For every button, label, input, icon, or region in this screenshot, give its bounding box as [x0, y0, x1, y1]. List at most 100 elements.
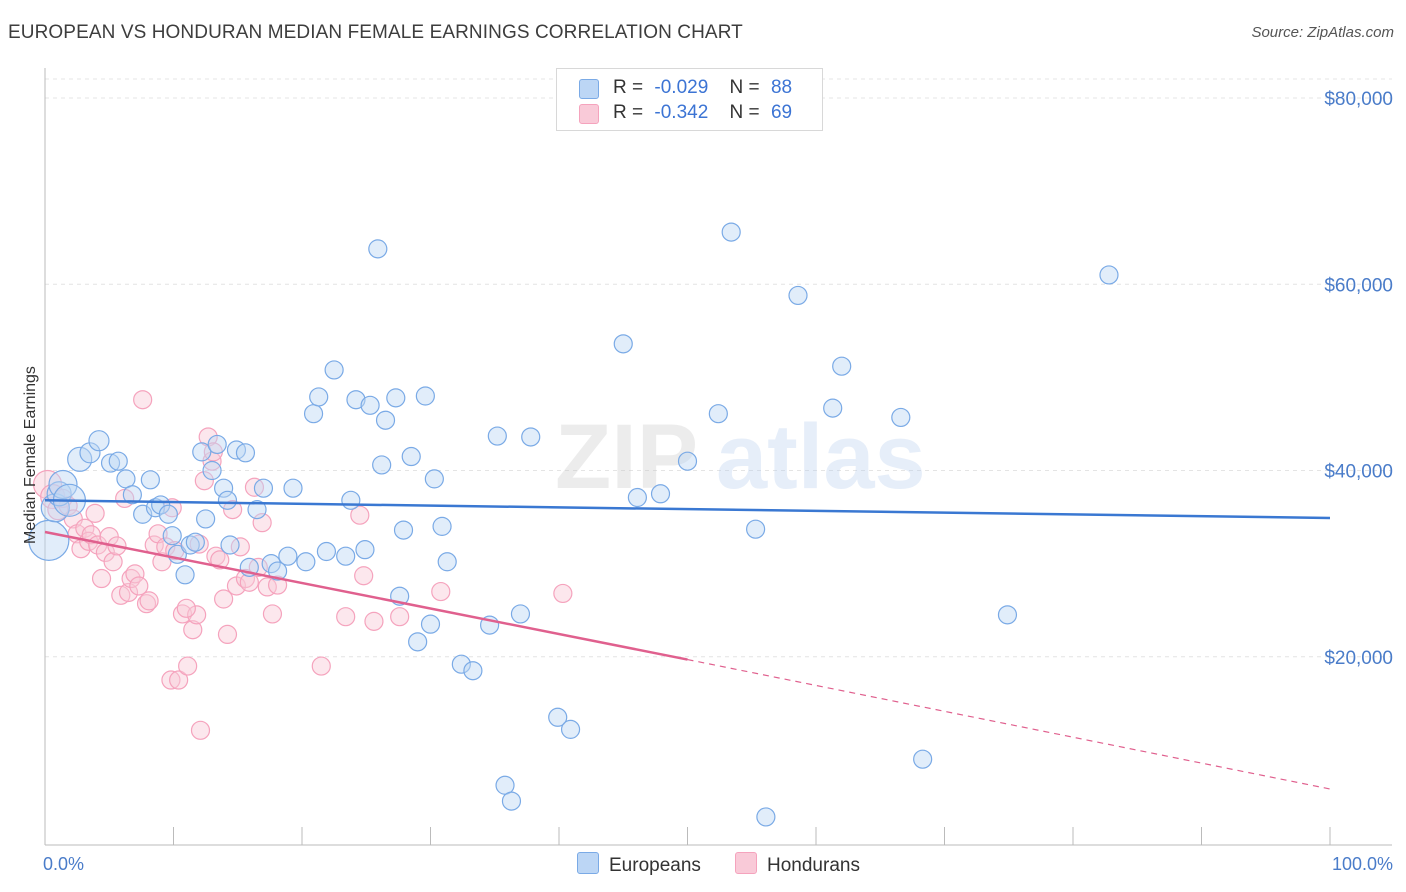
data-point: [451, 654, 471, 674]
legend-r-value: -0.029: [654, 77, 709, 98]
data-point: [85, 503, 105, 523]
trend-line-hondurans: [44, 530, 688, 661]
data-point: [346, 390, 366, 410]
data-point: [207, 434, 227, 455]
chart-title: EUROPEAN VS HONDURAN MEDIAN FEMALE EARNI…: [8, 22, 743, 43]
data-point: [431, 581, 451, 602]
data-point: [136, 594, 157, 614]
data-point: [650, 484, 671, 504]
data-point: [997, 605, 1018, 625]
data-point: [424, 469, 444, 489]
legend-r-value: -0.342: [654, 102, 709, 123]
data-point: [375, 410, 396, 430]
data-point: [360, 395, 380, 415]
data-point: [501, 791, 522, 811]
data-point: [220, 535, 240, 555]
data-point: [341, 490, 361, 510]
data-point: [401, 446, 421, 467]
data-point: [176, 598, 196, 618]
data-point: [235, 568, 256, 589]
data-point: [247, 500, 267, 520]
data-point: [487, 426, 507, 446]
data-point: [303, 404, 324, 424]
data-point: [214, 478, 234, 498]
y-tick-label: $20,000: [1324, 648, 1393, 669]
data-point: [111, 585, 131, 605]
data-point: [336, 546, 356, 566]
watermark-zip: ZIP: [555, 406, 698, 508]
data-point: [420, 614, 441, 634]
data-point: [560, 719, 581, 739]
data-point: [746, 519, 766, 539]
series-europeans: [28, 222, 1119, 827]
data-point: [162, 526, 182, 546]
data-point: [548, 707, 568, 727]
data-point: [823, 398, 843, 418]
bottom-legend-europeans: Europeans: [577, 852, 701, 877]
data-point: [210, 550, 230, 570]
y-tick-label: $80,000: [1324, 89, 1393, 110]
source-label: Source: ZipAtlas.com: [1251, 24, 1394, 41]
legend-n-label: N =: [729, 77, 760, 98]
data-point: [350, 505, 370, 525]
x-tick-label: 0.0%: [43, 854, 84, 874]
data-point: [721, 222, 741, 242]
data-point: [432, 516, 452, 536]
bottom-legend-label-hondurans: Hondurans: [767, 855, 860, 876]
data-point: [613, 334, 633, 354]
data-point: [316, 541, 337, 562]
data-point: [103, 552, 123, 572]
bottom-legend-hondurans: Hondurans: [735, 852, 860, 877]
data-point: [364, 611, 384, 631]
data-point: [235, 443, 256, 463]
data-point: [118, 582, 139, 603]
data-point: [283, 478, 303, 498]
data-point: [336, 607, 356, 627]
data-point: [217, 490, 238, 510]
data-point: [553, 583, 573, 604]
data-point: [437, 552, 457, 572]
data-point: [178, 656, 198, 676]
axes: [44, 68, 1392, 846]
y-axis-label: Median Female Earnings: [22, 366, 39, 544]
data-point: [354, 566, 374, 586]
data-point: [253, 478, 274, 498]
data-point: [309, 387, 329, 407]
data-point: [913, 749, 933, 769]
data-point: [108, 451, 128, 471]
data-point: [390, 607, 410, 627]
data-point: [180, 535, 200, 555]
data-point: [79, 442, 101, 464]
data-point: [100, 453, 121, 473]
data-point: [169, 670, 189, 690]
data-point: [194, 471, 214, 491]
bottom-legend-swatch-hondurans: [735, 852, 757, 874]
data-point: [183, 620, 203, 640]
y-tick-label: $60,000: [1324, 275, 1393, 296]
data-point: [415, 386, 435, 406]
watermark-atlas: atlas: [716, 406, 926, 508]
data-point: [832, 356, 852, 376]
data-point: [202, 460, 222, 481]
data-point: [677, 451, 698, 471]
data-point: [708, 404, 728, 424]
data-point: [91, 568, 112, 589]
data-point: [262, 604, 283, 624]
data-point: [267, 561, 288, 581]
data-point: [311, 656, 331, 676]
data-point: [368, 239, 388, 259]
watermark: ZIP atlas: [555, 406, 926, 508]
data-point: [1099, 265, 1119, 285]
legend-r-label: R =: [613, 102, 644, 123]
data-point: [372, 455, 392, 475]
legend-swatch-europeans: [579, 79, 599, 99]
data-point: [161, 670, 181, 690]
bottom-legend-swatch-europeans: [577, 852, 599, 874]
data-point: [129, 576, 149, 596]
data-point: [125, 564, 145, 584]
data-point: [88, 430, 110, 452]
legend-n-label: N =: [729, 102, 760, 123]
data-point: [158, 504, 178, 524]
data-point: [261, 554, 281, 574]
